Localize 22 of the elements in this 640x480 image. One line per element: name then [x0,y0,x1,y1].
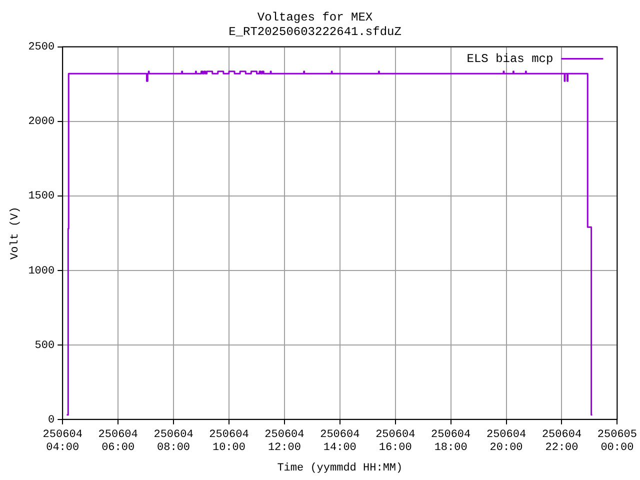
x-axis-title: Time (yymmdd HH:MM) [277,462,403,474]
x-tick-label: 250605 00:00 [597,428,637,454]
x-tick-label: 250604 08:00 [154,428,194,454]
y-tick-label: 1500 [28,190,55,203]
x-tick-label: 250604 16:00 [376,428,416,454]
x-tick-label: 250604 10:00 [209,428,250,454]
x-tick-label: 250604 22:00 [542,428,582,454]
y-tick-label: 2500 [28,42,55,54]
chart-title: Voltages for MEX [257,10,373,24]
y-axis-title: Volt (V) [10,206,22,260]
x-tick-label: 250604 12:00 [264,428,305,454]
chart-subtitle: E_RT20250603222641.sfduZ [228,24,402,39]
x-tick-label: 250604 04:00 [42,428,83,454]
y-tick-label: 2000 [28,116,55,128]
x-tick-label: 250604 18:00 [431,428,472,454]
x-tick-label: 250604 06:00 [98,428,138,454]
x-tick-label: 250604 20:00 [486,428,526,454]
y-tick-label: 500 [34,340,55,352]
legend-label: ELS bias mcp [466,52,554,66]
x-tick-label: 250604 14:00 [320,428,360,454]
y-tick-label: 0 [48,414,55,426]
y-tick-label: 1000 [28,265,55,278]
